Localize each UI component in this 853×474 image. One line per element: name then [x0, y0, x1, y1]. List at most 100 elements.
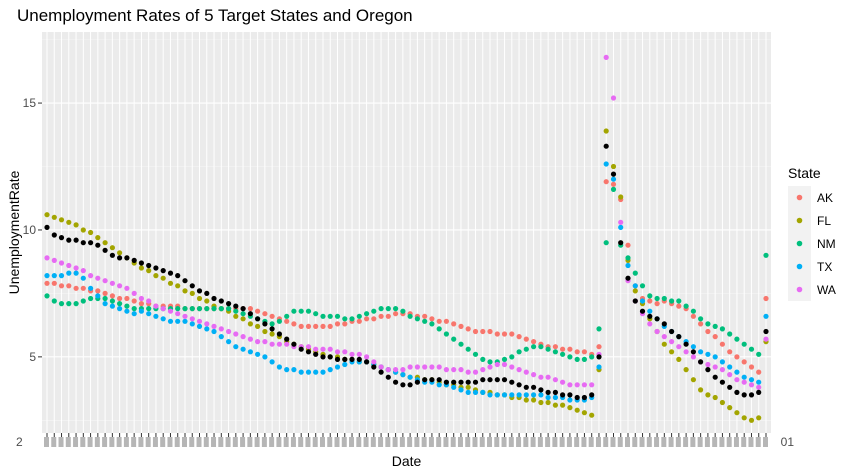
- data-point: [734, 336, 740, 342]
- data-point: [138, 265, 144, 271]
- x-tick-label-overlap: [508, 437, 514, 447]
- data-point: [218, 326, 224, 332]
- data-point: [523, 397, 529, 403]
- data-point: [58, 235, 65, 241]
- data-point: [698, 387, 704, 393]
- data-point: [371, 316, 377, 322]
- data-point: [276, 364, 282, 370]
- x-tick-label-overlap: [109, 437, 115, 447]
- data-point: [400, 367, 406, 373]
- data-point: [523, 369, 529, 375]
- data-point: [698, 321, 704, 327]
- x-tick-label-overlap: [581, 437, 587, 447]
- data-point: [632, 298, 638, 304]
- data-point: [167, 318, 174, 324]
- x-tick-label-overlap: [457, 437, 463, 447]
- data-point: [211, 323, 217, 329]
- x-tick-label-overlap: [421, 437, 427, 447]
- data-point: [95, 235, 101, 241]
- data-point: [472, 351, 479, 357]
- data-point: [88, 240, 94, 246]
- data-point: [262, 354, 268, 360]
- x-tick-label-overlap: [530, 437, 536, 447]
- x-tick-label-overlap: [51, 437, 57, 447]
- data-point: [458, 387, 464, 393]
- series-nm: [44, 186, 769, 365]
- data-point: [204, 321, 210, 327]
- data-point: [356, 313, 362, 319]
- data-point: [719, 326, 726, 332]
- data-point: [690, 354, 697, 360]
- data-point: [160, 275, 166, 281]
- data-point: [269, 326, 275, 332]
- data-point: [327, 323, 333, 329]
- x-tick-label-overlap: [44, 437, 49, 447]
- data-point: [255, 323, 261, 329]
- data-point: [567, 397, 573, 403]
- x-tick-label-overlap: [87, 437, 93, 447]
- data-point: [429, 321, 435, 327]
- data-point: [407, 382, 413, 388]
- data-point: [618, 194, 624, 200]
- data-point: [51, 232, 57, 238]
- legend-label-wa: WA: [817, 283, 836, 297]
- y-axis: 5 10 15: [23, 96, 42, 364]
- data-point: [269, 331, 275, 337]
- data-point: [661, 321, 667, 327]
- data-point: [487, 359, 493, 365]
- data-point: [516, 334, 522, 340]
- data-point: [705, 351, 711, 357]
- data-point: [480, 389, 486, 395]
- data-point: [364, 354, 370, 360]
- x-tick-label-overlap: [690, 437, 696, 447]
- x-tick-label-overlap: [668, 437, 674, 447]
- data-point: [581, 356, 588, 362]
- data-point: [531, 339, 537, 345]
- data-point: [690, 308, 697, 314]
- x-tick-label-overlap: [312, 437, 318, 447]
- x-tick-label-overlap: [465, 437, 471, 447]
- x-tick-label-overlap: [537, 437, 543, 447]
- data-point: [124, 308, 130, 314]
- data-point: [705, 367, 711, 373]
- data-point: [407, 374, 413, 380]
- data-point: [610, 171, 617, 177]
- data-point: [509, 364, 515, 370]
- data-point: [509, 379, 515, 385]
- data-point: [501, 331, 508, 337]
- data-point: [66, 283, 72, 289]
- data-point: [167, 280, 174, 286]
- data-point: [429, 364, 435, 370]
- data-point: [661, 295, 667, 302]
- data-point: [153, 313, 159, 319]
- data-point: [618, 224, 624, 230]
- data-point: [712, 364, 718, 370]
- data-point: [436, 377, 442, 383]
- data-point: [182, 306, 188, 312]
- data-point: [494, 392, 500, 398]
- data-point: [676, 298, 682, 304]
- x-tick-label-overlap: [661, 437, 667, 447]
- legend-label-fl: FL: [817, 214, 831, 228]
- data-point: [414, 364, 420, 370]
- data-point: [247, 336, 253, 342]
- data-point: [552, 394, 559, 401]
- data-point: [647, 293, 653, 299]
- data-point: [734, 377, 740, 383]
- data-point: [407, 364, 413, 370]
- x-tick-label-overlap: [494, 437, 500, 447]
- data-point: [560, 402, 566, 408]
- data-point: [465, 389, 471, 395]
- x-tick-label-overlap: [595, 437, 601, 447]
- data-point: [603, 161, 609, 167]
- data-point: [80, 227, 86, 233]
- data-point: [422, 377, 428, 383]
- data-point: [610, 176, 617, 182]
- x-tick-label-overlap: [65, 437, 71, 447]
- data-point: [763, 336, 769, 342]
- data-point: [160, 316, 166, 322]
- data-point: [458, 341, 464, 347]
- x-tick-label-overlap: [625, 437, 631, 447]
- data-point: [44, 280, 50, 286]
